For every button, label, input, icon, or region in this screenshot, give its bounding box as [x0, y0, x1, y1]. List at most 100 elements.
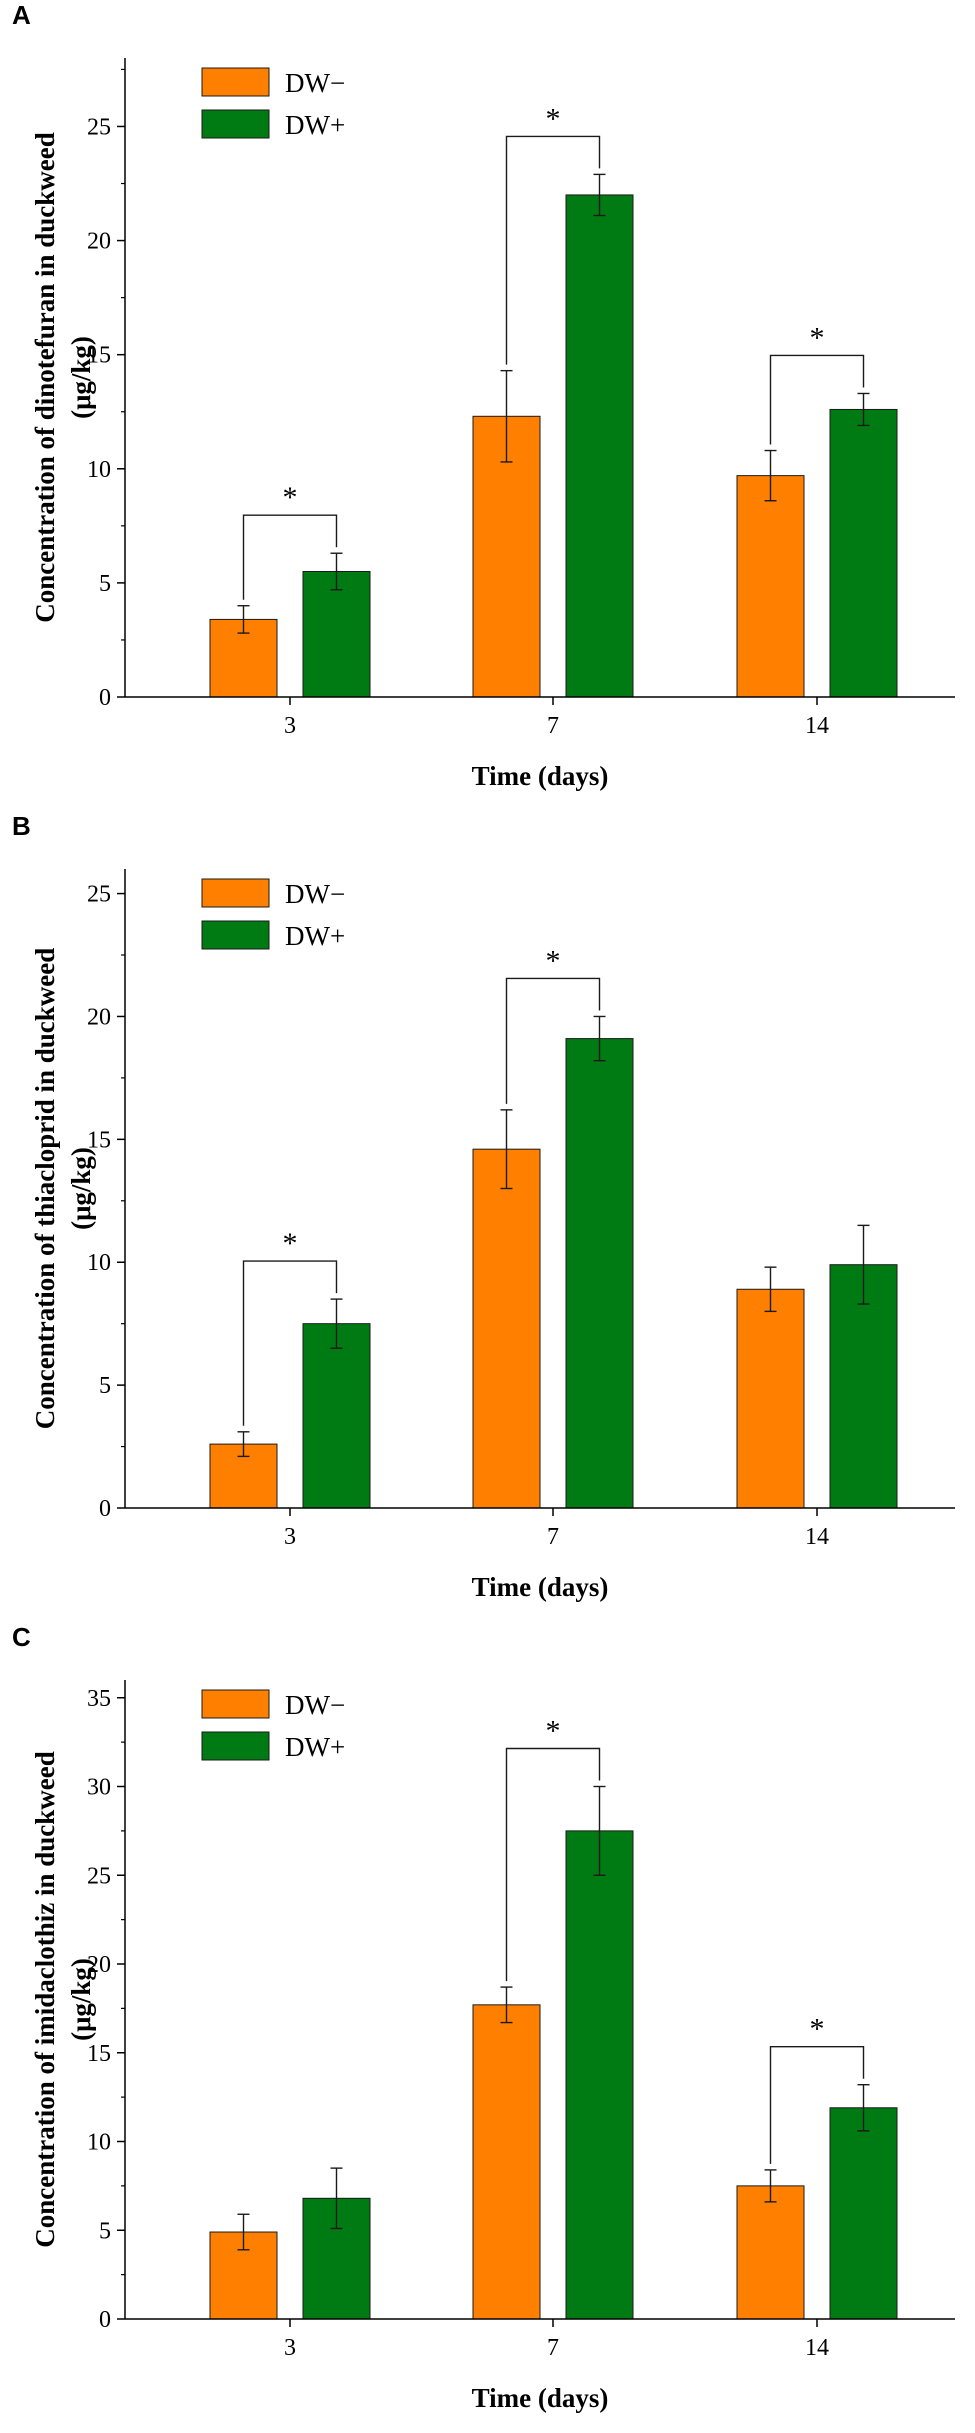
bar-dw-minus-day-3: [209, 618, 278, 698]
legend-label-dw-minus: DW−: [285, 68, 345, 98]
significance-bracket: [769, 2046, 865, 2164]
legend-swatch-dw-plus: [201, 920, 270, 950]
error-bar: [857, 2084, 870, 2132]
chart-a: * * * 0 5 10 15 20 25 3 7 14 Time (days) Concentratio…: [30, 58, 955, 791]
y-tick-label: 10: [87, 457, 111, 483]
bar-dw-plus-day-7: [565, 1830, 634, 2320]
significance-star: *: [546, 102, 561, 135]
error-bar: [593, 173, 606, 217]
error-bar: [330, 552, 343, 591]
bar-dw-plus-day-14: [829, 408, 898, 698]
y-tick-label: 15: [87, 1127, 111, 1153]
legend-swatch-dw-minus: [201, 67, 270, 97]
x-tick-label: 7: [547, 2335, 559, 2361]
bar-dw-minus-day-7: [472, 1148, 541, 1509]
significance-star: *: [810, 321, 825, 354]
bar-dw-minus-day-7: [472, 2004, 541, 2320]
significance-star: *: [546, 1715, 561, 1748]
significance-star: *: [810, 2013, 825, 2046]
y-tick-label: 15: [87, 2041, 111, 2067]
x-tick-label: 3: [284, 1524, 296, 1550]
error-bar: [330, 2167, 343, 2230]
error-bar: [500, 369, 513, 463]
bar-dw-minus-day-14: [736, 2185, 805, 2320]
y-tick-label: 0: [99, 2307, 111, 2333]
y-axis-unit: (μg/kg): [66, 1147, 96, 1230]
y-tick-label: 25: [87, 882, 111, 908]
bar-dw-plus-day-7: [565, 194, 634, 698]
significance-bracket: [769, 354, 865, 445]
bar-dw-plus-day-14: [829, 1264, 898, 1509]
y-tick-label: 25: [87, 1863, 111, 1889]
x-tick-label: 3: [284, 713, 296, 739]
y-tick-label: 0: [99, 1496, 111, 1522]
bar-dw-plus-day-3: [302, 570, 371, 698]
bar-dw-plus-day-14: [829, 2107, 898, 2320]
bar-dw-plus-day-3: [302, 1323, 371, 1509]
error-bar: [764, 2169, 777, 2203]
legend-swatch-dw-minus: [201, 1689, 270, 1719]
bar-dw-minus-day-14: [736, 1288, 805, 1509]
legend-swatch-dw-minus: [201, 878, 270, 908]
significance-bracket: [505, 1747, 601, 1982]
significance-bracket: [505, 977, 601, 1104]
error-bar: [593, 1015, 606, 1062]
y-tick-label: 5: [99, 571, 111, 597]
error-bar: [237, 2213, 250, 2251]
error-bar: [857, 1224, 870, 1305]
legend-label-dw-minus: DW−: [285, 1690, 345, 1720]
y-tick-label: 20: [87, 1004, 111, 1030]
y-tick-label: 20: [87, 229, 111, 255]
chart-b: * * 0 5 10 15 20 25 3 7 14 Time (days) Concentration…: [30, 869, 955, 1602]
y-tick-label: 5: [99, 1373, 111, 1399]
x-tick-label: 14: [805, 2335, 829, 2361]
x-axis-title: Time (days): [472, 1572, 609, 1602]
legend-label-dw-plus: DW+: [285, 110, 345, 140]
x-tick-label: 3: [284, 2335, 296, 2361]
legend-swatch-dw-plus: [201, 109, 270, 139]
error-bar: [237, 1431, 250, 1458]
y-tick-label: 10: [87, 2130, 111, 2156]
y-tick-label: 0: [99, 685, 111, 711]
bar-dw-minus-day-14: [736, 475, 805, 698]
significance-star: *: [546, 944, 561, 977]
y-tick-label: 10: [87, 1250, 111, 1276]
error-bar: [237, 605, 250, 634]
y-axis-unit: (μg/kg): [66, 336, 96, 419]
y-axis-title: Concentration of imidaclothiz in duckwee…: [30, 1751, 60, 2248]
legend-label-dw-plus: DW+: [285, 921, 345, 951]
significance-star: *: [283, 1227, 298, 1260]
bar-dw-minus-day-7: [472, 415, 541, 698]
error-bar: [593, 1785, 606, 1876]
error-bar: [764, 449, 777, 502]
x-tick-label: 14: [805, 713, 829, 739]
x-tick-label: 7: [547, 1524, 559, 1550]
y-axis-title: Concentration of dinotefuran in duckweed: [30, 132, 60, 623]
legend-label-dw-minus: DW−: [285, 879, 345, 909]
y-tick-label: 5: [99, 2218, 111, 2244]
y-tick-label: 25: [87, 114, 111, 140]
legend-label-dw-plus: DW+: [285, 1732, 345, 1762]
x-tick-label: 7: [547, 713, 559, 739]
error-bar: [500, 1109, 513, 1190]
error-bar: [500, 1986, 513, 2024]
y-tick-label: 35: [87, 1686, 111, 1712]
x-axis-title: Time (days): [472, 2383, 609, 2413]
panel-label: C: [12, 1622, 31, 1652]
y-axis-unit: (μg/kg): [66, 1958, 96, 2041]
y-axis-title: Concentration of thiacloprid in duckweed: [30, 948, 60, 1430]
significance-bracket: [242, 514, 338, 600]
error-bar: [330, 1298, 343, 1349]
chart-panel-c: C * * 0 5 10 15 20 25 30 35 3 7 14 Time (days) Concent…: [0, 1622, 975, 2433]
bar-dw-plus-day-7: [565, 1038, 634, 1509]
significance-bracket: [505, 135, 601, 365]
y-tick-label: 20: [87, 1952, 111, 1978]
panel-label: B: [12, 811, 31, 841]
error-bar: [764, 1266, 777, 1313]
x-axis-title: Time (days): [472, 761, 609, 791]
x-tick-label: 14: [805, 1524, 829, 1550]
y-tick-label: 30: [87, 1775, 111, 1801]
significance-star: *: [283, 481, 298, 514]
y-tick-label: 15: [87, 343, 111, 369]
error-bar: [857, 392, 870, 427]
